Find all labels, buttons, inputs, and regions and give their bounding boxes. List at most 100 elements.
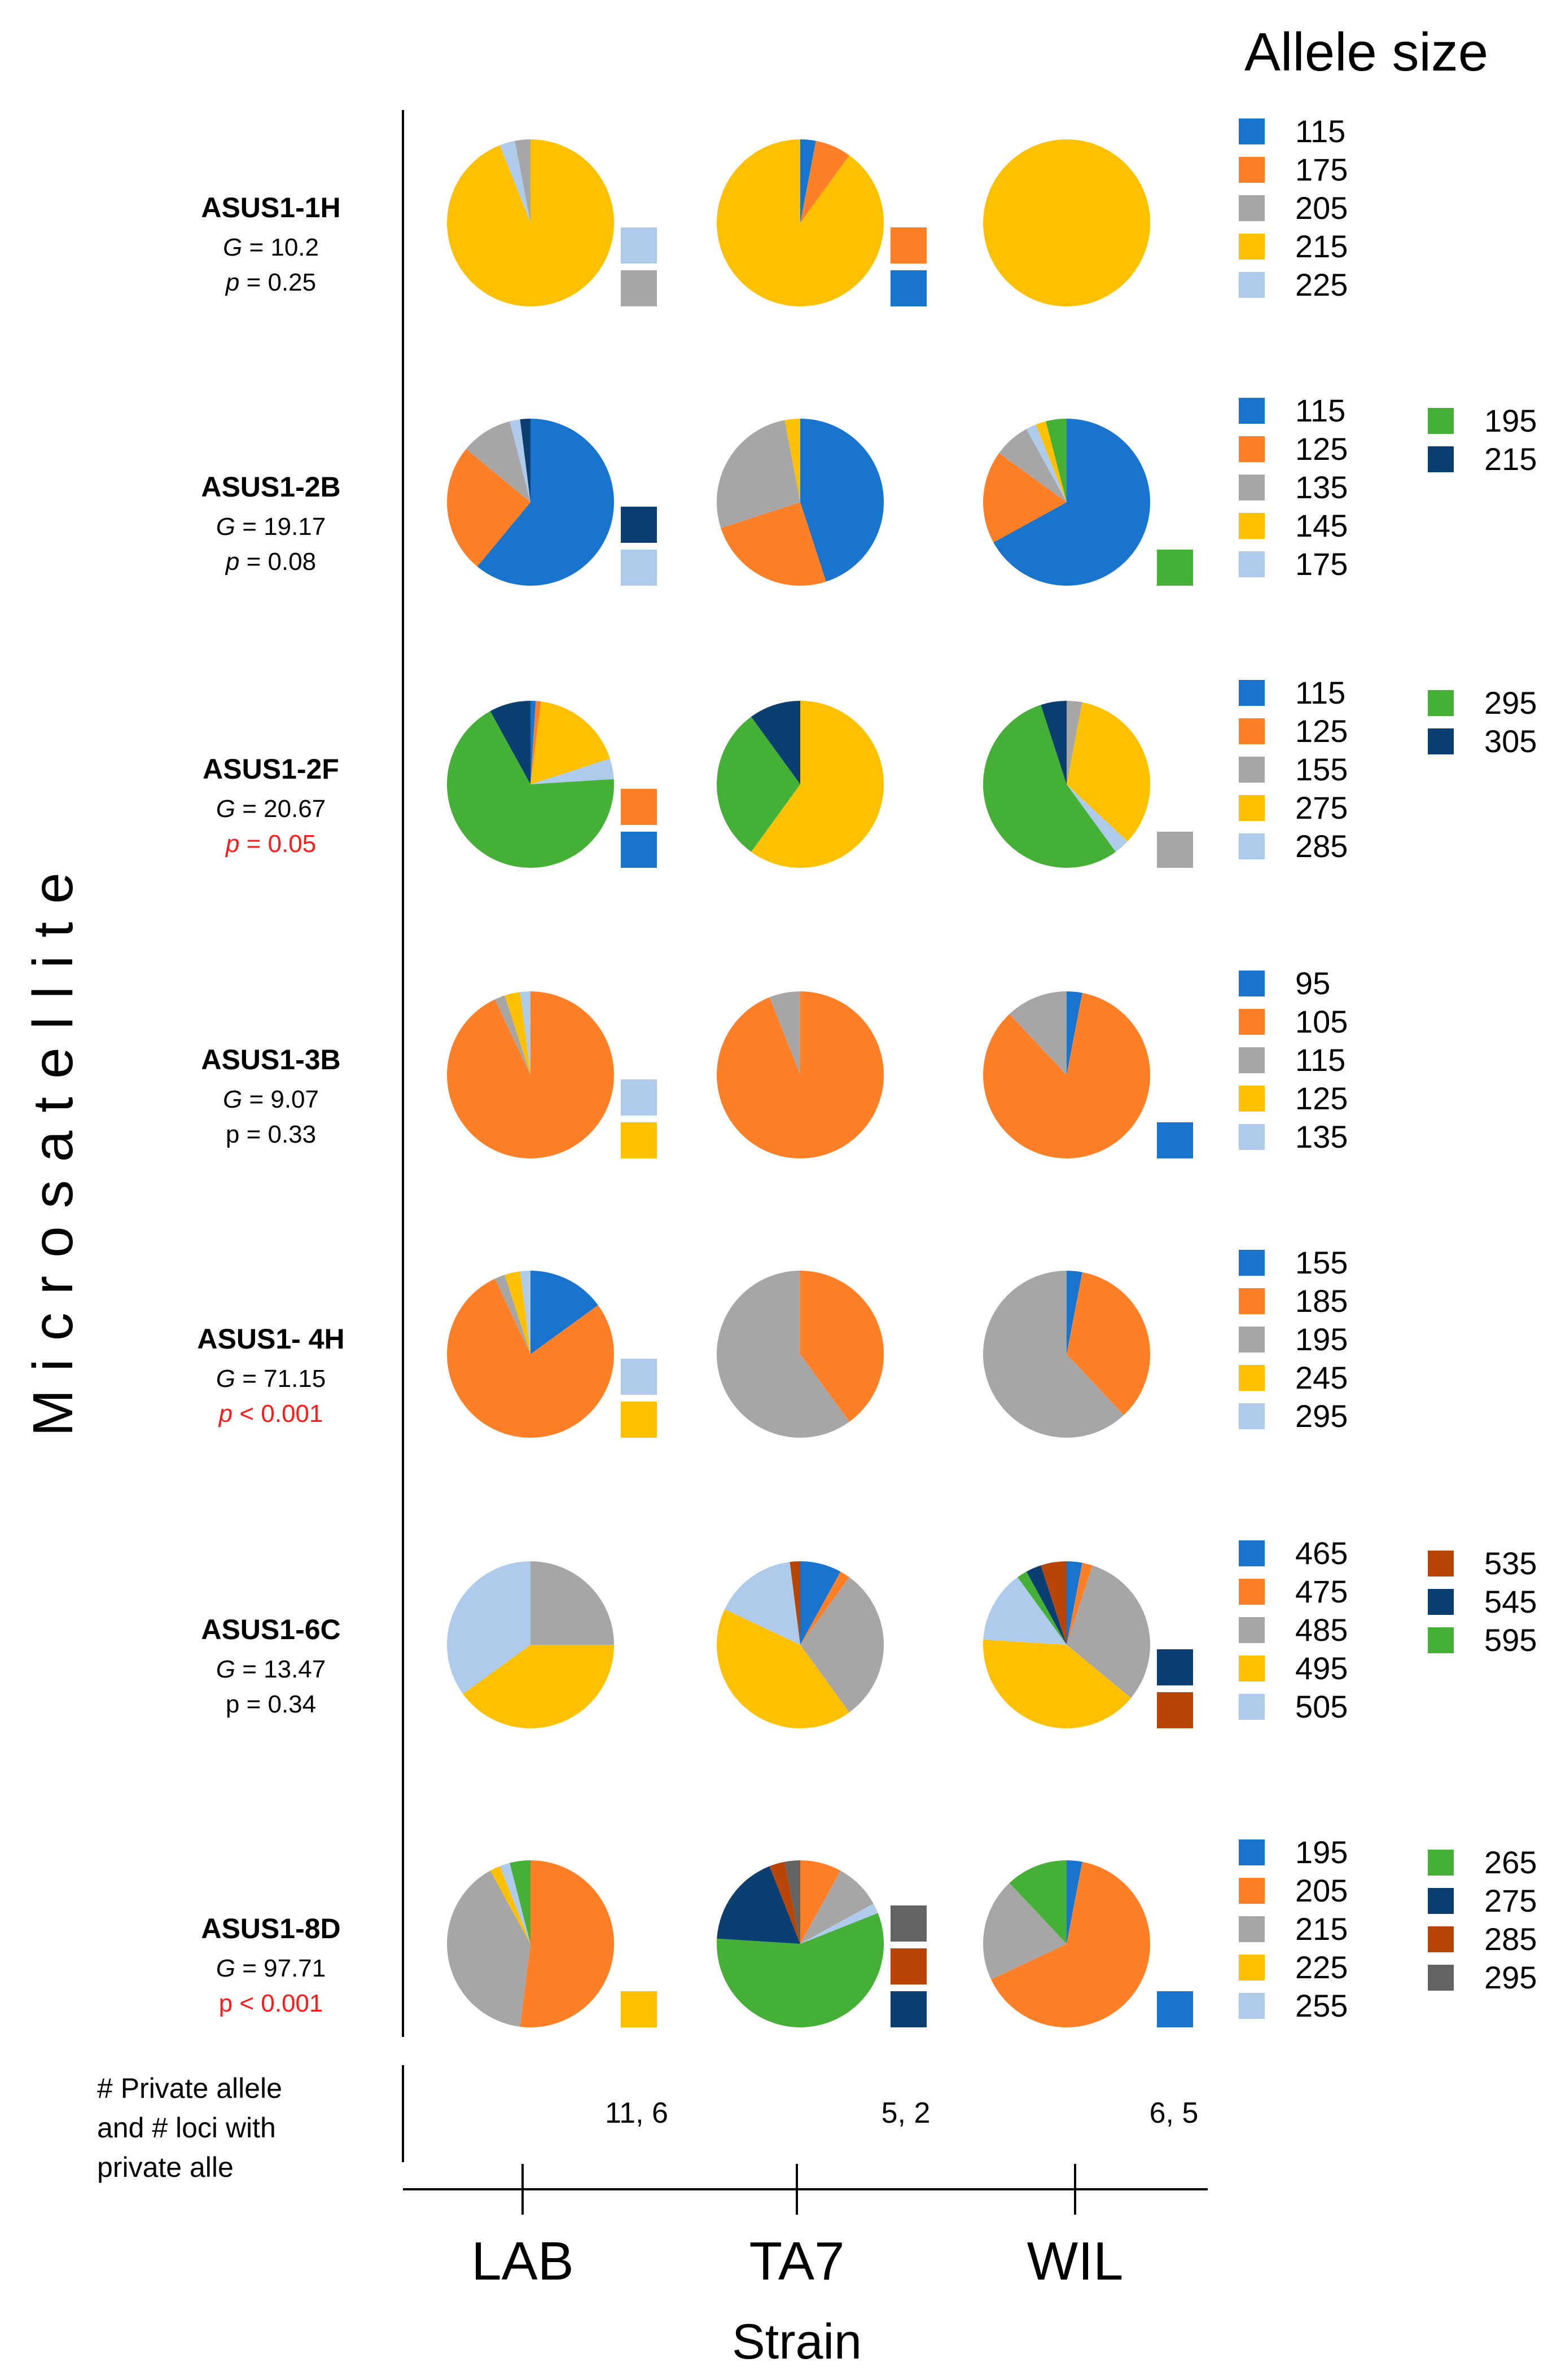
private-allele-285 [891, 1948, 927, 1984]
pie-slice-495 [983, 1639, 1132, 1729]
legend-entry-225: 225 [1239, 267, 1348, 302]
locus-asus1-2b: ASUS1-2B G = 19.17 p = 0.08 115125135145175… [201, 393, 1537, 586]
pie-slice-135 [466, 421, 530, 502]
legend-swatch [1428, 690, 1454, 716]
p-value: p = 0.08 [225, 548, 316, 576]
private-allele-label-line: # Private allele [97, 2072, 282, 2104]
pie-slice-295 [520, 1271, 530, 1354]
legend-swatch [1239, 1916, 1265, 1942]
y-axis-title: Microsatellite [21, 854, 85, 1437]
pie-wil [983, 1561, 1193, 1729]
legend-swatch [1239, 1579, 1265, 1605]
pie-slice-175 [800, 140, 849, 223]
private-allele-count-ta7: 5, 2 [882, 2097, 931, 2129]
legend-swatch [1239, 1540, 1265, 1566]
locus-name: ASUS1-3B [201, 1044, 340, 1075]
p-value: p = 0.34 [226, 1690, 316, 1718]
g-statistic: G = 71.15 [216, 1365, 326, 1393]
pie-slice-285 [769, 1861, 800, 1944]
legend-entry-205: 205 [1239, 190, 1348, 226]
legend-label: 135 [1295, 1119, 1348, 1154]
legend-swatch [1239, 1955, 1265, 1981]
pie-slice-265 [1009, 1860, 1067, 1944]
x-tick-label-ta7: TA7 [749, 2231, 845, 2291]
legend-label: 135 [1295, 469, 1348, 505]
legend-swatch [1239, 1047, 1265, 1073]
legend-entry-135: 135 [1239, 1119, 1348, 1154]
legend-entry-115: 115 [1239, 675, 1345, 710]
locus-name: ASUS1- 4H [197, 1323, 344, 1355]
pie-ta7 [716, 1860, 927, 2027]
legend-swatch [1239, 757, 1265, 783]
legend-label: 305 [1484, 723, 1537, 759]
legend-swatch [1239, 1993, 1265, 2019]
legend-swatch [1239, 157, 1265, 183]
legend-entry-295: 295 [1428, 1960, 1537, 1995]
p-value: p = 0.05 [225, 830, 316, 858]
legend-swatch [1428, 1551, 1454, 1577]
legend-entry-485: 485 [1239, 1612, 1348, 1648]
locus-name: ASUS1-1H [201, 192, 340, 223]
legend-entry-215: 215 [1239, 1911, 1348, 1947]
legend-entry-215: 215 [1428, 441, 1537, 477]
pie-slice-485 [1067, 1565, 1151, 1698]
legend-label: 225 [1295, 267, 1348, 302]
private-allele-125 [621, 1122, 657, 1158]
pie-slice-155 [530, 1271, 598, 1354]
legend-entry-245: 245 [1239, 1360, 1348, 1395]
pie-slice-115 [800, 139, 816, 223]
legend-entry-155: 155 [1239, 1245, 1348, 1280]
pie-slice-105 [983, 993, 1151, 1158]
pie-slice-125 [446, 449, 530, 567]
legend-label: 195 [1484, 403, 1537, 438]
pie-slice-295 [784, 1860, 800, 1944]
legend-label: 495 [1295, 1650, 1348, 1686]
pie-slice-275 [751, 701, 884, 868]
legend-entry-155: 155 [1239, 752, 1348, 787]
pie-slice-295 [983, 705, 1116, 868]
p-value: p = 0.25 [225, 269, 316, 296]
legend-entry-225: 225 [1239, 1949, 1348, 1985]
legend-entry-285: 285 [1239, 828, 1348, 864]
legend-label: 215 [1484, 441, 1537, 477]
private-allele-155 [1157, 832, 1193, 868]
legend-swatch [1239, 1250, 1265, 1276]
pie-wil [983, 1860, 1193, 2027]
pie-slice-215 [983, 139, 1150, 306]
legend-label: 265 [1484, 1845, 1537, 1880]
pie-slice-215 [446, 139, 614, 306]
legend-title: Allele size [1244, 22, 1488, 82]
legend-entry-145: 145 [1239, 508, 1348, 543]
pie-slice-205 [800, 1860, 841, 1944]
pie-slice-505 [725, 1562, 800, 1645]
legend-label: 205 [1295, 1873, 1348, 1908]
legend-swatch [1239, 118, 1265, 144]
legend-label: 275 [1295, 790, 1348, 825]
legend-label: 105 [1295, 1004, 1348, 1039]
pie-slice-255 [800, 1903, 878, 1944]
pie-ta7 [717, 701, 884, 868]
legend-label: 485 [1295, 1612, 1348, 1648]
legend-label: 175 [1295, 546, 1348, 582]
legend-entry-465: 465 [1239, 1535, 1348, 1571]
legend-entry-275: 275 [1239, 790, 1348, 825]
legend-entry-175: 175 [1239, 546, 1348, 582]
pie-ta7 [716, 991, 884, 1158]
legend-entry-115: 115 [1239, 1042, 1345, 1078]
legend-entry-125: 125 [1239, 1081, 1348, 1116]
pie-slice-175 [510, 419, 530, 502]
g-statistic: G = 19.17 [216, 513, 326, 541]
legend-swatch [1239, 680, 1265, 706]
p-value: p < 0.001 [218, 1400, 323, 1428]
legend-label: 125 [1295, 713, 1348, 749]
pie-slice-115 [1009, 991, 1067, 1075]
pie-slice-265 [716, 1913, 884, 2027]
private-allele-245 [621, 1402, 657, 1438]
private-allele-125 [621, 789, 657, 825]
